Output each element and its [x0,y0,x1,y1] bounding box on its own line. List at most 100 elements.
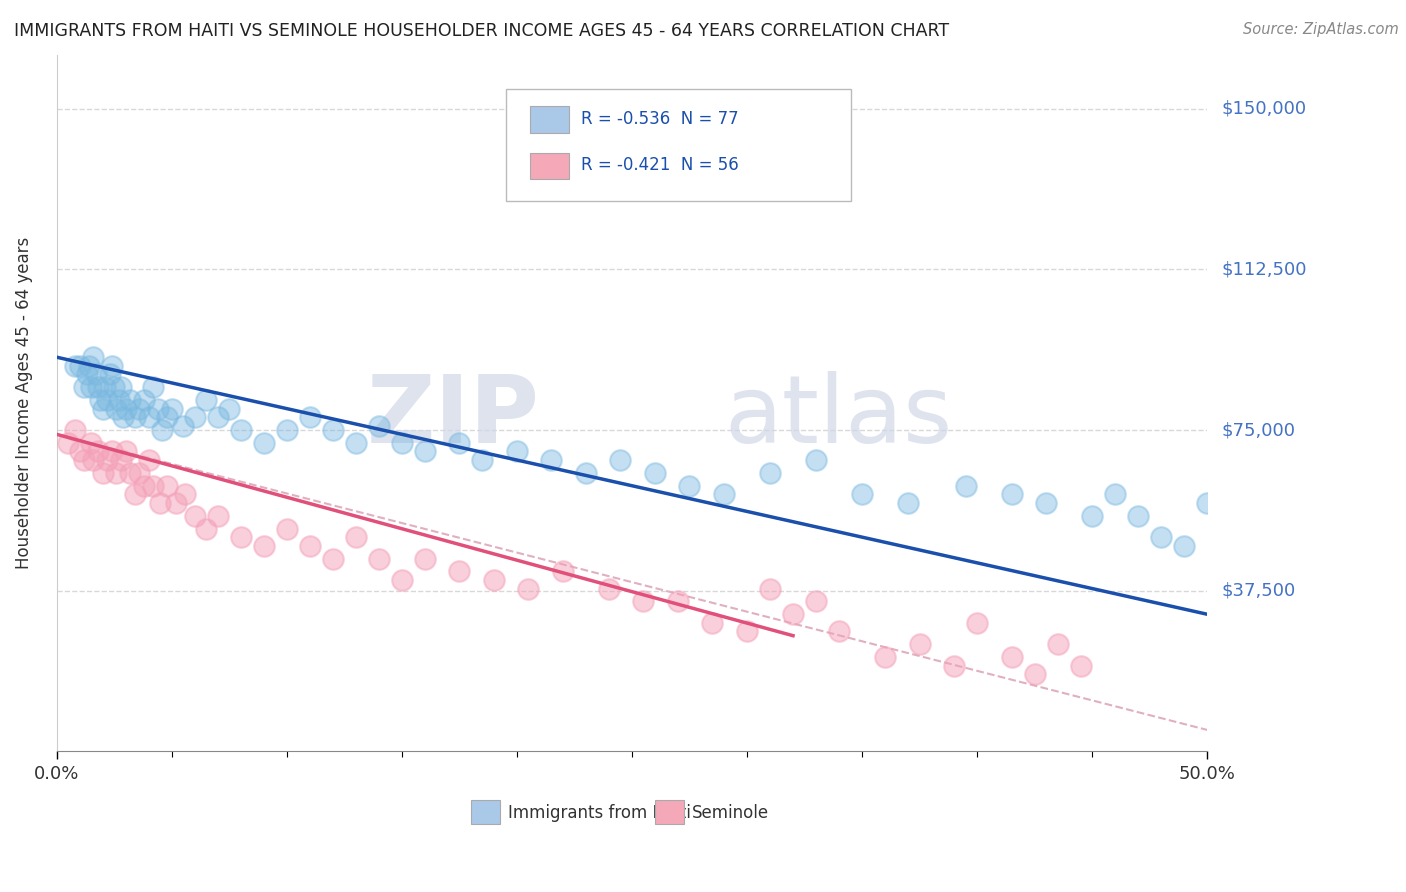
Point [94,380,117,394]
Point [1024,667,1046,681]
Point [1046,637,1069,651]
Point [413,444,436,458]
Point [87,380,110,394]
Point [609,453,631,467]
Point [138,453,160,467]
Point [276,522,298,536]
Point [124,487,146,501]
Point [666,594,689,608]
Point [1241,508,1264,523]
Text: R = -0.421  N = 56: R = -0.421 N = 56 [581,156,738,174]
Point [80,380,103,394]
Point [114,401,136,416]
Point [165,496,187,510]
Point [482,573,505,587]
Point [517,582,540,596]
Text: Source: ZipAtlas.com: Source: ZipAtlas.com [1243,22,1399,37]
Point [1173,539,1195,553]
Point [540,453,562,467]
Point [84,368,107,382]
Point [77,359,100,373]
Point [449,436,471,450]
Point [107,392,129,407]
Point [1070,658,1092,673]
Point [344,530,367,544]
Bar [471,800,499,824]
Point [69,444,91,458]
Point [1219,551,1241,566]
Text: ZIP: ZIP [367,371,540,463]
Text: $112,500: $112,500 [1222,260,1306,278]
Point [101,444,124,458]
Point [551,565,574,579]
Text: $150,000: $150,000 [1222,100,1306,118]
Point [89,392,111,407]
Bar [655,800,683,824]
Point [218,401,240,416]
Point [678,479,700,493]
Point [1128,508,1150,523]
Point [955,479,977,493]
Point [110,453,132,467]
Point [69,359,91,373]
Point [759,466,782,480]
Point [149,496,172,510]
Point [575,466,598,480]
Text: IMMIGRANTS FROM HAITI VS SEMINOLE HOUSEHOLDER INCOME AGES 45 - 64 YEARS CORRELAT: IMMIGRANTS FROM HAITI VS SEMINOLE HOUSEH… [14,22,949,40]
Point [207,508,229,523]
Point [735,624,758,639]
Point [138,410,160,425]
Point [229,530,252,544]
Point [391,573,413,587]
Point [172,418,194,433]
Point [506,444,529,458]
Point [713,487,735,501]
Point [174,487,197,501]
Point [1197,496,1219,510]
Point [124,410,146,425]
Point [160,401,183,416]
Point [142,380,165,394]
Point [128,401,150,416]
Point [759,582,782,596]
Point [156,479,179,493]
Point [87,444,110,458]
Point [782,607,804,622]
Point [298,410,321,425]
Point [322,551,344,566]
Point [96,392,118,407]
Point [851,487,873,501]
Point [91,401,114,416]
Point [156,410,179,425]
Point [76,368,98,382]
Point [702,615,724,630]
Point [229,423,252,437]
Point [80,436,103,450]
Text: Seminole: Seminole [692,804,769,822]
Point [966,615,988,630]
Point [1230,530,1253,544]
Point [413,551,436,566]
Text: $37,500: $37,500 [1222,582,1295,599]
Point [120,466,142,480]
Point [298,539,321,553]
Point [120,392,142,407]
Point [152,423,174,437]
Point [98,368,121,382]
Point [1403,582,1406,596]
Text: R = -0.536  N = 77: R = -0.536 N = 77 [581,110,738,128]
Point [110,380,132,394]
Point [105,401,128,416]
Point [132,479,155,493]
Point [103,380,125,394]
Point [644,466,666,480]
Point [112,410,135,425]
Text: Immigrants from Haiti: Immigrants from Haiti [508,804,690,822]
Point [1104,487,1126,501]
Point [1035,496,1057,510]
Point [253,539,276,553]
Point [96,453,118,467]
Point [804,594,827,608]
Point [367,418,389,433]
Point [633,594,655,608]
